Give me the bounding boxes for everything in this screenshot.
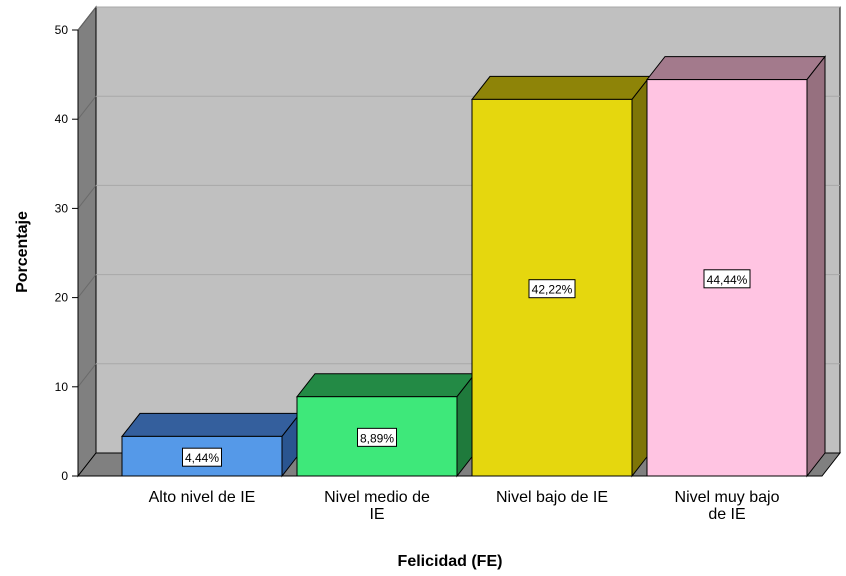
gridline-side [77, 185, 97, 209]
data-label: 8,89% [360, 431, 394, 445]
bar: 4,44% [120, 411, 302, 478]
x-tick-label: de IE [708, 506, 745, 523]
gridline-side [77, 6, 97, 31]
x-tick-label: IE [369, 506, 384, 523]
y-tick-label: 10 [55, 380, 69, 394]
x-axis-title: Felicidad (FE) [398, 553, 503, 570]
bar-side [806, 55, 826, 478]
data-label-box [182, 447, 222, 467]
bar-top [295, 373, 477, 398]
bar: 42,22% [470, 74, 652, 478]
gridline-side [77, 274, 97, 298]
x-tick-label: Alto nivel de IE [149, 489, 256, 506]
data-label: 42,22% [532, 283, 573, 297]
data-label: 4,44% [185, 451, 219, 465]
y-tick-label: 20 [55, 291, 69, 305]
y-tick-label: 0 [61, 469, 68, 483]
y-tick-label: 50 [55, 23, 69, 37]
y-axis-ticks: 0 10 20 30 40 50 [55, 23, 79, 483]
left-wall [77, 5, 97, 478]
gridline-side [77, 363, 97, 388]
gridline-side [77, 95, 97, 120]
data-label-box [357, 427, 397, 447]
x-tick-label: Nivel medio de [324, 489, 430, 506]
data-label: 44,44% [707, 273, 748, 287]
bar: 44,44% [645, 55, 827, 478]
bar-top [120, 412, 302, 437]
data-label-box [528, 279, 576, 299]
y-tick-label: 30 [55, 201, 69, 215]
x-tick-label: Nivel bajo de IE [496, 489, 608, 506]
bar: 8,89% [295, 372, 477, 478]
bar-top [645, 56, 827, 81]
bars: 4,44% 8,89% 42,22% 44,44% [120, 55, 827, 478]
bar-top [470, 75, 652, 100]
data-label-box [703, 269, 751, 289]
y-axis-title: Porcentaje [14, 211, 31, 293]
y-tick-label: 40 [55, 112, 69, 126]
x-tick-label: Nivel muy bajo [675, 489, 780, 506]
